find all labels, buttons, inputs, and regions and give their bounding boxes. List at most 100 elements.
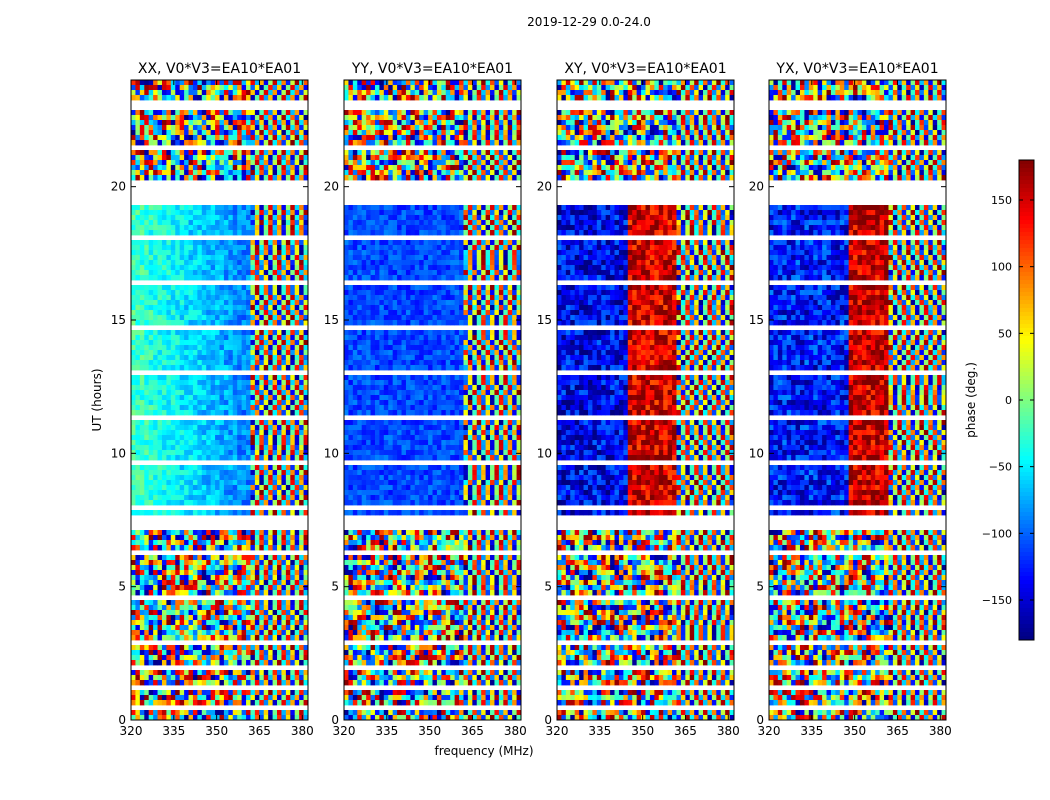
heatmap-cell — [401, 150, 407, 156]
heatmap-cell — [268, 175, 273, 181]
heatmap-cell — [401, 215, 407, 221]
y-tick-label: 10 — [111, 446, 126, 460]
heatmap-cell — [254, 140, 260, 146]
heatmap-cell — [277, 375, 282, 381]
heatmap-cell — [272, 465, 278, 471]
heatmap-cell — [157, 250, 163, 256]
heatmap-cell — [277, 310, 282, 316]
heatmap-cell — [223, 650, 229, 656]
heatmap-cell — [498, 150, 504, 156]
heatmap-cell — [450, 215, 456, 221]
heatmap-cell — [246, 395, 251, 401]
heatmap-cell — [481, 110, 486, 116]
heatmap-cell — [197, 695, 203, 701]
heatmap-cell — [188, 710, 194, 716]
heatmap-cell — [131, 355, 136, 361]
heatmap-cell — [268, 400, 273, 406]
heatmap-cell — [215, 410, 220, 416]
heatmap-cell — [268, 395, 273, 401]
heatmap-cell — [135, 455, 141, 461]
heatmap-cell — [157, 410, 163, 416]
heatmap-cell — [299, 135, 304, 141]
heatmap-cell — [179, 645, 185, 651]
heatmap-cell — [281, 410, 287, 416]
heatmap-cell — [144, 355, 150, 361]
heatmap-cell — [219, 540, 225, 546]
heatmap-cell — [263, 330, 269, 336]
heatmap-cell — [299, 330, 304, 336]
heatmap-cell — [179, 110, 185, 116]
heatmap-cell — [250, 290, 256, 296]
heatmap-cell — [472, 90, 478, 96]
heatmap-cell — [135, 155, 141, 161]
heatmap-cell — [223, 260, 229, 266]
heatmap-cell — [281, 580, 287, 586]
heatmap-cell — [219, 445, 225, 451]
heatmap-cell — [388, 165, 394, 171]
heatmap-cell — [352, 140, 358, 146]
heatmap-cell — [188, 620, 194, 626]
heatmap-cell — [303, 430, 309, 436]
heatmap-cell — [184, 295, 189, 301]
heatmap-cell — [206, 380, 212, 386]
heatmap-cell — [232, 475, 238, 481]
heatmap-cell — [294, 125, 300, 131]
heatmap-cell — [232, 440, 238, 446]
heatmap-cell — [237, 355, 243, 361]
heatmap-cell — [268, 265, 273, 271]
heatmap-cell — [135, 645, 141, 651]
heatmap-cell — [299, 305, 304, 311]
heatmap-cell — [201, 120, 207, 126]
heatmap-cell — [166, 95, 172, 101]
heatmap-cell — [281, 215, 287, 221]
heatmap-cell — [223, 220, 229, 226]
heatmap-cell — [161, 560, 167, 566]
heatmap-cell — [148, 375, 154, 381]
heatmap-cell — [290, 615, 296, 621]
heatmap-cell — [241, 150, 247, 156]
heatmap-cell — [215, 695, 220, 701]
heatmap-cell — [241, 605, 247, 611]
heatmap-cell — [241, 430, 247, 436]
heatmap-cell — [512, 85, 517, 91]
heatmap-cell — [268, 390, 273, 396]
heatmap-cell — [184, 80, 189, 86]
heatmap-cell — [210, 500, 216, 506]
heatmap-cell — [250, 395, 256, 401]
heatmap-cell — [223, 510, 229, 516]
heatmap-cell — [166, 255, 172, 261]
heatmap-cell — [232, 340, 238, 346]
heatmap-cell — [436, 140, 442, 146]
heatmap-cell — [290, 440, 296, 446]
heatmap-cell — [423, 175, 429, 181]
heatmap-cell — [281, 255, 287, 261]
heatmap-cell — [366, 85, 371, 91]
heatmap-cell — [285, 275, 291, 281]
heatmap-cell — [344, 215, 349, 221]
heatmap-cell — [197, 710, 203, 716]
heatmap-cell — [131, 155, 136, 161]
heatmap-cell — [281, 175, 287, 181]
heatmap-cell — [179, 390, 185, 396]
heatmap-cell — [175, 510, 181, 516]
heatmap-cell — [268, 155, 273, 161]
heatmap-cell — [259, 660, 265, 666]
heatmap-cell — [290, 285, 296, 291]
heatmap-cell — [192, 435, 198, 441]
heatmap-cell — [161, 580, 167, 586]
heatmap-cell — [303, 120, 309, 126]
heatmap-cell — [210, 360, 216, 366]
heatmap-cell — [259, 115, 265, 121]
heatmap-cell — [223, 365, 229, 371]
heatmap-cell — [250, 110, 256, 116]
heatmap-cell — [166, 395, 172, 401]
heatmap-cell — [281, 465, 287, 471]
heatmap-cell — [476, 205, 482, 211]
heatmap-cell — [166, 605, 172, 611]
heatmap-cell — [263, 360, 269, 366]
heatmap-cell — [228, 435, 234, 441]
heatmap-cell — [139, 350, 145, 356]
heatmap-cell — [170, 95, 176, 101]
heatmap-cell — [441, 175, 447, 181]
heatmap-cell — [153, 430, 158, 436]
